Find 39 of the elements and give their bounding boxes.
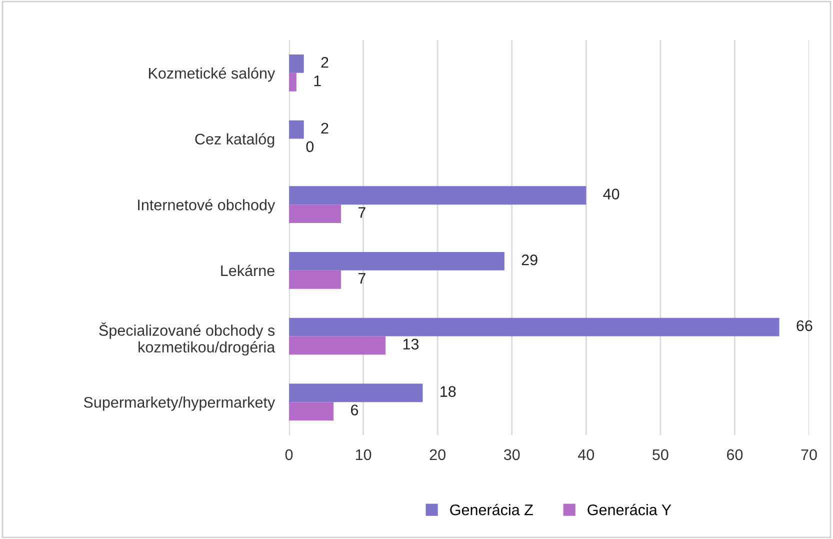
legend-label: Generácia Z	[450, 504, 533, 516]
bar	[289, 402, 334, 421]
data-label: 7	[358, 273, 366, 284]
bar	[289, 72, 296, 92]
x-tick-label: 20	[430, 449, 446, 460]
bar	[289, 186, 586, 205]
y-tick-label: Kozmetické salóny	[149, 67, 276, 82]
data-label: 66	[796, 320, 812, 332]
bar	[289, 252, 504, 270]
bar	[289, 318, 780, 336]
y-tick-label: Cez katalóg	[195, 133, 274, 148]
bar	[289, 336, 386, 355]
data-label: 6	[351, 404, 358, 416]
data-label: 13	[403, 338, 419, 350]
data-label: 1	[314, 76, 321, 86]
x-tick-label: 10	[356, 449, 372, 460]
bar	[289, 120, 304, 139]
data-label: 2	[321, 56, 328, 68]
bar	[289, 204, 341, 224]
x-tick-label: 60	[726, 449, 743, 460]
data-label: 29	[522, 254, 538, 266]
y-tick-label: Internetové obchody	[138, 198, 276, 214]
bar	[289, 54, 304, 73]
data-label: 0	[306, 141, 314, 152]
y-tick-label: Špecializované obchody s kozmetikou/drogéria	[99, 322, 276, 356]
data-label: 7	[358, 207, 366, 218]
x-tick-label: 0	[285, 449, 293, 460]
y-tick-label: Supermarkety/hypermarkety	[84, 396, 276, 411]
data-label: 40	[603, 188, 620, 200]
bar	[289, 384, 423, 402]
data-label: 2	[321, 122, 328, 134]
x-tick-label: 30	[504, 449, 520, 460]
x-tick-label: 50	[652, 449, 668, 460]
y-tick-label: Lekárne	[221, 264, 274, 276]
data-label: 18	[440, 386, 456, 397]
x-tick-label: 40	[578, 449, 594, 460]
bar	[289, 270, 341, 289]
legend-label: Generácia Y	[588, 504, 672, 516]
x-tick-label: 70	[801, 449, 817, 460]
